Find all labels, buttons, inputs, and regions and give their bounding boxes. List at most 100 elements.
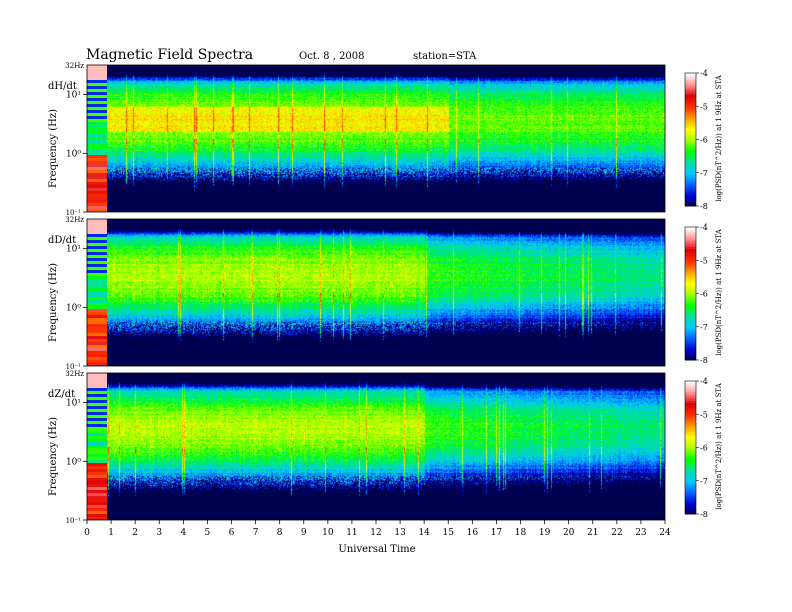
strip-band xyxy=(87,167,107,170)
x-tick-label: 21 xyxy=(587,528,598,538)
strip-band xyxy=(87,309,107,312)
colorbar-step xyxy=(685,251,696,255)
colorbar-step xyxy=(685,170,696,174)
colorbar-tick-label: -7 xyxy=(700,169,708,178)
strip-band xyxy=(87,152,107,155)
y-tick-label: 10⁻¹ xyxy=(66,517,82,525)
strip-band xyxy=(87,155,107,158)
colorbar-step xyxy=(685,324,696,328)
strip-band xyxy=(87,376,107,379)
colorbar-step xyxy=(685,474,696,477)
colorbar-step xyxy=(685,104,696,107)
colorbar-step xyxy=(685,231,696,235)
colorbar-step xyxy=(685,346,696,350)
colorbar-tick-label: -4 xyxy=(700,377,708,386)
strip-band xyxy=(87,146,107,149)
strip-band xyxy=(87,176,107,179)
strip-band xyxy=(87,225,107,228)
strip-band xyxy=(87,188,107,191)
strip-band xyxy=(87,481,107,484)
colorbar-step xyxy=(685,119,696,123)
strip-band xyxy=(87,433,107,436)
strip-band xyxy=(87,514,107,517)
strip-band xyxy=(87,430,107,433)
colorbar-step xyxy=(685,416,696,420)
x-tick-label: 10 xyxy=(322,528,334,538)
colorbar-step xyxy=(685,306,696,310)
colorbar-step xyxy=(685,101,696,105)
strip-band xyxy=(87,318,107,321)
colorbar-step xyxy=(685,315,696,319)
colorbar-step xyxy=(685,482,696,486)
colorbar-step xyxy=(685,471,696,475)
strip-band xyxy=(87,128,107,131)
x-tick-label: 1 xyxy=(108,528,114,538)
colorbar-step xyxy=(685,403,696,406)
strip-band xyxy=(87,487,107,490)
colorbar-step xyxy=(685,414,696,417)
colorbar-step xyxy=(685,88,696,92)
strip-band xyxy=(87,288,107,291)
colorbar-step xyxy=(685,425,696,429)
colorbar-label: log(PSD(nT^2/Hz)) at 1 9Hz at STA xyxy=(715,228,723,356)
x-tick-label: 4 xyxy=(180,528,186,538)
y-tick-label: 10⁻¹ xyxy=(66,363,82,371)
strip-band xyxy=(87,409,107,412)
colorbar-step xyxy=(685,277,696,281)
strip-band xyxy=(87,454,107,457)
date-label: Oct. 8 , 2008 xyxy=(299,51,365,62)
y-tick-label: 10¹ xyxy=(66,399,81,409)
colorbar-step xyxy=(685,454,696,457)
strip-band xyxy=(87,412,107,415)
spectrogram-2 xyxy=(107,219,665,366)
colorbar-step xyxy=(685,507,696,511)
y-tick-label: 10¹ xyxy=(66,91,81,101)
colorbar-3: -4 -5 -6 -7 -8 log(PSD(nT^2/Hz)) at 1 9Hz at … xyxy=(684,377,723,519)
colorbar-step xyxy=(685,498,696,502)
colorbar-label: log(PSD(nT^2/Hz)) at 1 9Hz at STA xyxy=(715,382,723,510)
colorbar-step xyxy=(685,381,696,384)
strip-band xyxy=(87,74,107,77)
colorbar-step xyxy=(685,445,696,448)
colorbar-step xyxy=(685,148,696,152)
colorbar-step xyxy=(685,443,696,446)
strip-band xyxy=(87,77,107,80)
strip-band xyxy=(87,312,107,315)
colorbar-step xyxy=(685,168,696,172)
colorbar-step xyxy=(685,146,696,149)
colorbar-step xyxy=(685,434,696,437)
x-tick-label: 13 xyxy=(394,528,406,538)
strip-band xyxy=(87,197,107,200)
colorbar-2: -4 -5 -6 -7 -8 log(PSD(nT^2/Hz)) at 1 9Hz at … xyxy=(684,223,723,365)
colorbar-step xyxy=(685,353,696,357)
colorbar-step xyxy=(685,273,696,277)
colorbar-step xyxy=(685,291,696,294)
colorbar-step xyxy=(685,227,696,230)
colorbar-step xyxy=(685,115,696,118)
strip-band xyxy=(87,336,107,339)
strip-band xyxy=(87,306,107,309)
colorbar-step xyxy=(685,84,696,87)
colorbar-step xyxy=(685,335,696,339)
strip-band xyxy=(87,270,107,273)
strip-band xyxy=(87,83,107,86)
colorbar-step xyxy=(685,427,696,431)
colorbar-step xyxy=(685,249,696,252)
x-tick-label: 8 xyxy=(277,528,283,538)
strip-band xyxy=(87,478,107,481)
strip-band xyxy=(87,80,107,83)
colorbar-step xyxy=(685,351,696,354)
strip-band xyxy=(87,424,107,427)
strip-band xyxy=(87,339,107,342)
colorbar-step xyxy=(685,304,696,308)
strip-band xyxy=(87,442,107,445)
colorbar-step xyxy=(685,199,696,203)
colorbar-step xyxy=(685,97,696,101)
strip-band xyxy=(87,379,107,382)
colorbar-step xyxy=(685,282,696,286)
component-label: dH/dt xyxy=(48,81,77,92)
strip-band xyxy=(87,294,107,297)
strip-band xyxy=(87,517,107,520)
